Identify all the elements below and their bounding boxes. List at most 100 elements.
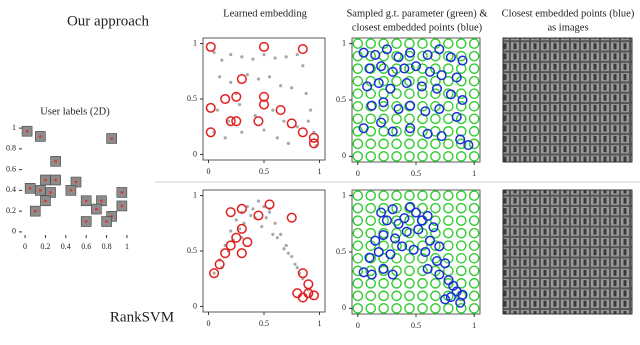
label-dot <box>44 178 47 182</box>
grid-sample <box>352 113 364 125</box>
grid-sample <box>352 101 364 112</box>
grid-sample <box>417 38 428 49</box>
highlight-point <box>457 55 468 66</box>
x-tick-label: 1 <box>317 319 321 328</box>
grid-sample <box>430 227 441 239</box>
highlight-point <box>399 213 410 224</box>
highlight-point <box>440 258 451 269</box>
grid-sample <box>455 253 467 264</box>
grid-sample <box>468 240 480 251</box>
grid-sample <box>352 215 364 226</box>
x-tick-label: 0 <box>356 321 360 330</box>
grid-sample <box>352 190 364 201</box>
highlight-point <box>424 235 436 246</box>
highlight-point <box>422 128 433 139</box>
grid-sample <box>417 278 428 289</box>
grid-sample <box>430 88 441 99</box>
grid-sample <box>365 38 377 49</box>
grid-sample <box>417 303 428 314</box>
label-dot <box>39 135 42 138</box>
label-dot <box>28 187 32 190</box>
embedded-point <box>275 236 279 240</box>
embedded-point <box>308 108 313 112</box>
highlight-point <box>445 292 456 303</box>
grid-sample <box>455 101 467 112</box>
grid-sample <box>352 75 364 87</box>
highlight-point <box>416 81 427 92</box>
grid-sample <box>352 265 364 277</box>
label-dot <box>39 189 42 192</box>
embedded-point <box>295 125 299 129</box>
grid-sample <box>378 240 389 251</box>
grid-sample <box>430 303 441 314</box>
highlight-point <box>378 97 389 108</box>
grid-sample <box>417 240 428 251</box>
highlight-point <box>205 102 216 113</box>
grid-sample <box>352 253 364 264</box>
grid-sample <box>391 290 402 302</box>
embedded-point <box>260 225 264 229</box>
embedded-point <box>240 130 244 134</box>
y-tick-label: 0.5 <box>187 246 197 255</box>
highlight-point <box>405 201 416 212</box>
grid-sample <box>352 303 364 314</box>
grid-sample <box>455 227 467 239</box>
grid-sample <box>365 278 377 289</box>
embedded-point <box>212 271 216 275</box>
grid-sample <box>391 38 402 49</box>
embedded-point <box>271 232 275 236</box>
highlight-point <box>434 241 445 252</box>
x-tick-label: 0.5 <box>411 321 421 330</box>
embedded-point <box>267 75 272 79</box>
grid-sample <box>391 101 402 112</box>
grid-sample <box>404 290 415 302</box>
grid-sample <box>352 88 364 99</box>
label-dot <box>95 207 98 211</box>
grid-sample <box>430 215 441 226</box>
highlight-point <box>253 116 264 127</box>
highlight-point <box>373 78 384 89</box>
highlight-point <box>445 52 456 63</box>
highlight-point <box>455 297 466 308</box>
highlight-point <box>225 207 236 218</box>
grid-sample <box>365 215 377 226</box>
highlight-point <box>455 134 466 145</box>
grid-sample <box>352 38 364 49</box>
grid-sample <box>352 151 364 162</box>
y-tick-label: 0.5 <box>336 247 346 256</box>
highlight-point <box>376 117 387 128</box>
grid-sample <box>352 202 364 214</box>
highlight-point <box>445 89 456 100</box>
embedded-point <box>262 128 266 132</box>
grid-sample <box>430 75 441 87</box>
highlight-point <box>420 106 431 117</box>
highlight-point <box>387 269 398 280</box>
grid-sample <box>455 138 467 150</box>
grid-sample <box>443 190 454 201</box>
y-tick-label: 0.4 <box>6 185 16 194</box>
highlight-point <box>220 93 231 105</box>
highlight-point <box>387 204 398 215</box>
highlight-point <box>303 279 314 290</box>
highlight-point <box>292 288 303 299</box>
highlight-point <box>297 292 308 303</box>
highlight-point <box>381 44 392 55</box>
grid-sample <box>455 63 467 74</box>
grid-sample <box>443 227 454 239</box>
embedded-point <box>262 53 266 57</box>
highlight-point <box>422 263 433 274</box>
grid-sample <box>468 75 480 87</box>
grid-sample <box>391 113 402 125</box>
highlight-point <box>242 237 253 248</box>
y-tick-label: 1 <box>342 190 346 199</box>
highlight-point <box>205 127 216 138</box>
image-grid <box>502 37 633 163</box>
highlight-point <box>410 207 422 218</box>
highlight-point <box>358 47 369 58</box>
y-tick-label: 0.5 <box>336 95 346 104</box>
x-tick-label: 1 <box>125 242 129 251</box>
highlight-point <box>431 83 442 94</box>
label-dot <box>54 178 57 182</box>
embedded-point <box>284 55 288 59</box>
grid-sample <box>404 190 415 201</box>
